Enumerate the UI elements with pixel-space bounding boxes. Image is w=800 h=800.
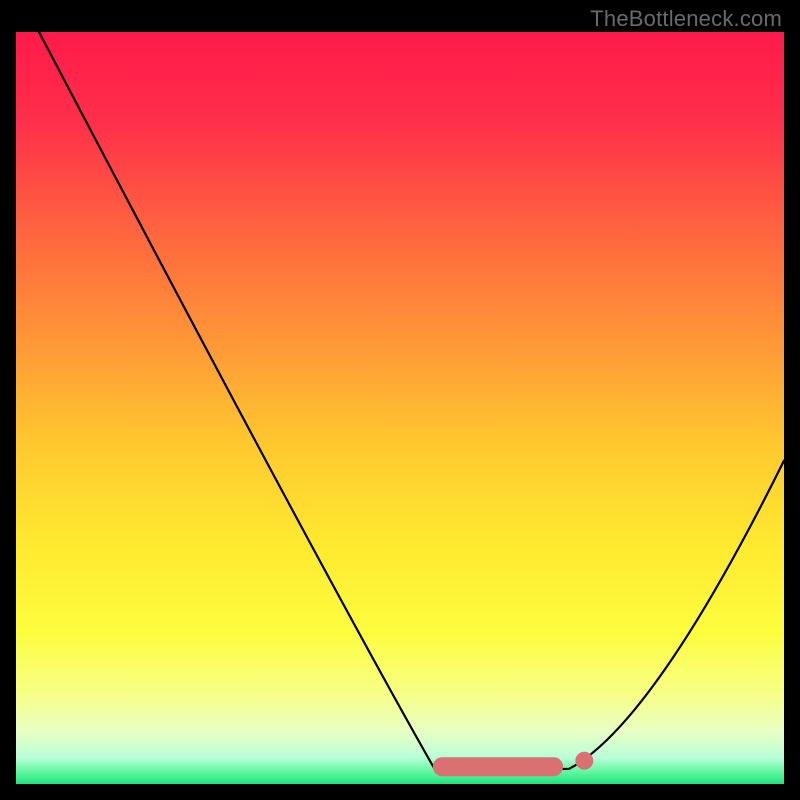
- plot-area: [16, 32, 784, 784]
- bottleneck-chart-svg: [16, 32, 784, 784]
- gradient-background: [16, 32, 784, 784]
- chart-container: TheBottleneck.com: [0, 0, 800, 800]
- attribution-text: TheBottleneck.com: [590, 6, 782, 32]
- highlight-dot: [575, 752, 593, 770]
